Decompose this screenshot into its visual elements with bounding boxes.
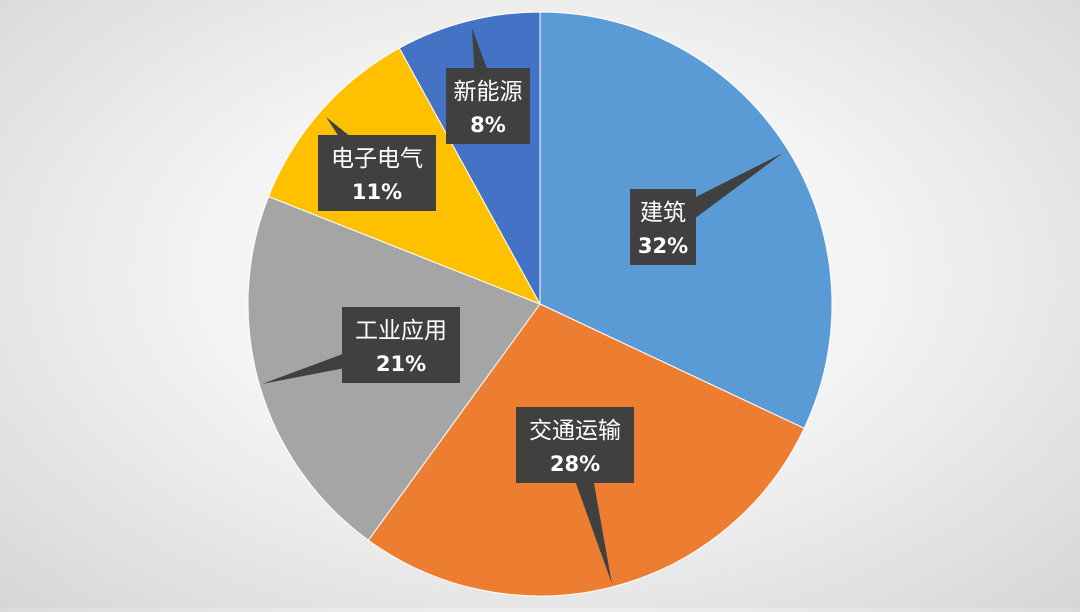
slice-percent-label: 32% — [638, 234, 688, 258]
labels-layer: 建筑 32% 交通运输 28% 工业应用 21% 电子电气 11% 新能源 8% — [262, 28, 783, 584]
callout-box — [630, 189, 696, 265]
callout-box — [318, 135, 436, 211]
callout-box — [516, 407, 634, 483]
slice-percent-label: 8% — [470, 113, 506, 137]
slice-percent-label: 28% — [550, 452, 600, 476]
data-callout: 建筑 32% — [630, 153, 783, 265]
data-callout: 交通运输 28% — [516, 407, 634, 584]
slice-percent-label: 21% — [376, 352, 426, 376]
data-callout: 电子电气 11% — [318, 117, 436, 211]
callout-box — [342, 307, 460, 383]
data-callout: 新能源 8% — [446, 28, 530, 144]
slice-category-label: 工业应用 — [355, 318, 447, 344]
slice-category-label: 新能源 — [454, 79, 523, 105]
slice-category-label: 建筑 — [640, 200, 686, 226]
callout-box — [446, 68, 530, 144]
slices-layer — [247, 11, 833, 597]
data-callout: 工业应用 21% — [262, 307, 460, 384]
slice-percent-label: 11% — [352, 180, 402, 204]
slice-category-label: 交通运输 — [529, 418, 621, 444]
slice-category-label: 电子电气 — [331, 146, 423, 172]
